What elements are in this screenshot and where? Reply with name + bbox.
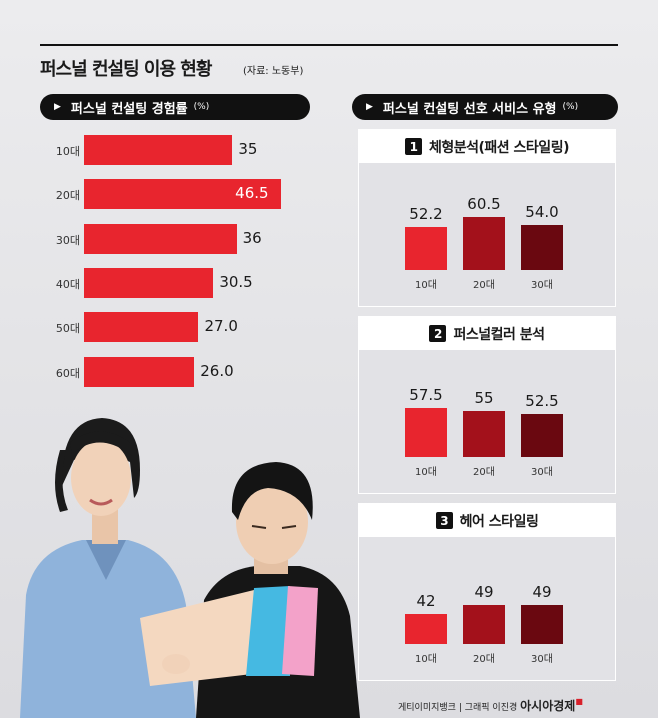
bar-value-label: 49	[532, 583, 552, 602]
top-rule	[40, 44, 618, 46]
experience-rate-label: 퍼스널 컨설팅 경험률	[70, 101, 188, 117]
bar-value-label: 54.0	[525, 203, 559, 222]
experience-bar	[84, 223, 237, 254]
bar-value-label: 49	[474, 583, 494, 602]
experience-bar	[84, 356, 195, 387]
woman-ponytail-shape	[55, 450, 68, 512]
service-bar	[405, 613, 447, 644]
shirt-collar-shape	[86, 540, 126, 580]
service-bar	[405, 227, 447, 270]
age-label: 10대	[415, 467, 437, 478]
man-closed-eyes-shape	[251, 525, 297, 529]
service-bar	[521, 225, 563, 270]
experience-bar	[84, 135, 233, 165]
age-label: 30대	[531, 467, 553, 478]
age-label: 10대	[415, 654, 437, 665]
bar-value-label: 35	[238, 140, 258, 158]
age-label: 30대	[55, 233, 80, 247]
service-bar	[463, 605, 505, 644]
consulting-photo	[20, 418, 360, 718]
experience-rate-unit: (%)	[193, 102, 210, 112]
woman-face-shape	[71, 440, 131, 516]
bar-value-label: 46.5	[235, 184, 269, 203]
bar-value-label: 27.0	[204, 317, 238, 336]
source-note: (자료: 노동부)	[243, 66, 304, 77]
pink-swatch-card	[282, 586, 318, 676]
age-label: 20대	[473, 654, 495, 665]
age-label: 40대	[55, 277, 80, 291]
panel-number-badge: 1	[405, 138, 422, 155]
age-label: 20대	[473, 280, 495, 291]
woman-bangs-shape	[70, 431, 132, 456]
experience-bar	[84, 267, 214, 298]
age-label: 30대	[531, 654, 553, 665]
man-hair-shape	[231, 462, 313, 520]
panel-header: 2 퍼스널컬러 분석	[359, 317, 615, 350]
panel-number-badge: 3	[435, 512, 453, 529]
publisher-logo: 아시아경제	[520, 699, 576, 713]
panel-hair-styling: 3 헤어 스타일링 42 10대 49 20대 49 30대	[358, 503, 616, 681]
bar-value-label: 60.5	[467, 195, 501, 214]
age-label: 60대	[55, 366, 80, 380]
age-label: 30대	[531, 280, 553, 291]
triangle-right-icon: ▶	[54, 102, 61, 112]
panel-title: 퍼스널컬러 분석	[453, 326, 545, 343]
woman-hand-shape	[162, 654, 190, 674]
bar-value-label: 36	[242, 228, 262, 247]
page-title: 퍼스널 컨설팅 이용 현황	[40, 59, 212, 80]
bar-value-label: 30.5	[219, 272, 253, 291]
credit-line: 게티이미지뱅크 | 그래픽 이진경 아시아경제■	[398, 697, 583, 714]
preferred-service-unit: (%)	[562, 102, 579, 112]
man-face-shape	[236, 480, 308, 564]
service-bar	[521, 414, 563, 457]
service-bar	[463, 217, 505, 270]
panel-title: 헤어 스타일링	[459, 513, 539, 530]
panel-header: 3 헤어 스타일링	[359, 504, 615, 537]
panel-body-shape: 1 체형분석(패션 스타일링) 52.2 10대 60.5 20대 54.0 30대	[358, 129, 616, 307]
age-label: 20대	[473, 467, 495, 478]
bar-value-label: 55	[474, 389, 494, 408]
experience-rate-header: ▶ 퍼스널 컨설팅 경험률 (%)	[40, 94, 310, 120]
bar-value-label: 26.0	[200, 361, 234, 380]
panel-title: 체형분석(패션 스타일링)	[429, 139, 569, 156]
service-bar	[405, 407, 447, 457]
age-label: 10대	[415, 280, 437, 291]
credit-text: 게티이미지뱅크 | 그래픽 이진경	[398, 703, 518, 713]
preferred-service-label: 퍼스널 컨설팅 선호 서비스 유형	[382, 101, 557, 117]
bar-value-label: 52.2	[409, 205, 443, 224]
preferred-service-header: ▶ 퍼스널 컨설팅 선호 서비스 유형 (%)	[352, 94, 618, 120]
bar-value-label: 52.5	[525, 392, 559, 411]
logo-mark-icon: ■	[575, 697, 583, 706]
experience-bar	[84, 179, 282, 210]
bar-value-label: 42	[416, 591, 436, 610]
woman-smile-shape	[89, 498, 113, 506]
triangle-right-icon: ▶	[366, 102, 373, 112]
service-bar	[521, 605, 563, 644]
panel-header: 1 체형분석(패션 스타일링)	[359, 130, 615, 163]
panel-personal-color: 2 퍼스널컬러 분석 57.5 10대 55 20대 52.5 30대	[358, 316, 616, 494]
experience-bar	[84, 312, 199, 343]
age-label: 20대	[55, 189, 80, 203]
age-label: 50대	[55, 322, 80, 336]
blue-swatch-card	[246, 586, 290, 676]
age-label: 10대	[55, 145, 80, 158]
bar-value-label: 57.5	[409, 385, 443, 404]
service-bar	[463, 411, 505, 457]
panel-number-badge: 2	[429, 325, 447, 342]
